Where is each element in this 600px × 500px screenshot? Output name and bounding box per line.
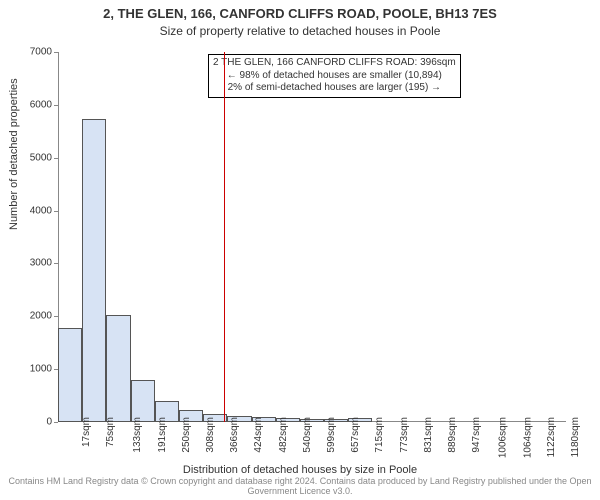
bar (106, 315, 130, 422)
title-line-2: Size of property relative to detached ho… (0, 24, 600, 38)
bar (58, 328, 82, 422)
xtick-label: 17sqm (81, 417, 92, 447)
axis-spines (58, 52, 566, 422)
xtick-label: 250sqm (181, 417, 192, 453)
ytick (54, 52, 58, 53)
xtick-label: 889sqm (447, 417, 458, 453)
xtick-label: 424sqm (253, 417, 264, 453)
xtick-label: 1006sqm (498, 417, 509, 458)
xtick-label: 191sqm (156, 417, 167, 453)
xtick-label: 1180sqm (570, 417, 581, 457)
xtick-label: 599sqm (326, 417, 337, 453)
ytick-label: 0 (18, 417, 52, 428)
ytick-label: 3000 (18, 258, 52, 269)
ytick (54, 158, 58, 159)
annotation-line-1: 2 THE GLEN, 166 CANFORD CLIFFS ROAD: 396… (213, 57, 456, 70)
footer-text: Contains HM Land Registry data © Crown c… (0, 476, 600, 496)
annotation-box: 2 THE GLEN, 166 CANFORD CLIFFS ROAD: 396… (208, 54, 461, 98)
ytick (54, 211, 58, 212)
xtick-label: 1064sqm (522, 417, 533, 458)
ytick (54, 369, 58, 370)
ytick-label: 5000 (18, 152, 52, 163)
ytick (54, 263, 58, 264)
ytick-label: 6000 (18, 99, 52, 110)
xtick-label: 482sqm (277, 417, 288, 453)
bar (131, 380, 155, 422)
ytick-label: 7000 (18, 47, 52, 58)
xtick-label: 831sqm (423, 417, 434, 453)
title-line-1: 2, THE GLEN, 166, CANFORD CLIFFS ROAD, P… (0, 6, 600, 21)
figure: 2, THE GLEN, 166, CANFORD CLIFFS ROAD, P… (0, 0, 600, 500)
ytick (54, 422, 58, 423)
annotation-line-3: 2% of semi-detached houses are larger (1… (213, 82, 456, 95)
ytick (54, 105, 58, 106)
xtick-label: 366sqm (229, 417, 240, 453)
xtick-label: 715sqm (374, 417, 385, 453)
xtick-label: 133sqm (132, 417, 143, 453)
ytick-label: 1000 (18, 364, 52, 375)
xtick-label: 657sqm (350, 417, 361, 453)
xtick-label: 1122sqm (546, 417, 557, 457)
plot-area: 2 THE GLEN, 166 CANFORD CLIFFS ROAD: 396… (58, 52, 566, 422)
x-axis-label: Distribution of detached houses by size … (0, 464, 600, 476)
reference-line (224, 52, 225, 422)
xtick-label: 947sqm (471, 417, 482, 453)
xtick-label: 75sqm (105, 417, 116, 447)
xtick-label: 773sqm (398, 417, 409, 453)
xtick-label: 540sqm (302, 417, 313, 453)
bar (82, 119, 106, 422)
annotation-line-2: ← 98% of detached houses are smaller (10… (213, 70, 456, 83)
ytick-label: 2000 (18, 311, 52, 322)
ytick (54, 316, 58, 317)
ytick-label: 4000 (18, 205, 52, 216)
xtick-label: 308sqm (205, 417, 216, 453)
